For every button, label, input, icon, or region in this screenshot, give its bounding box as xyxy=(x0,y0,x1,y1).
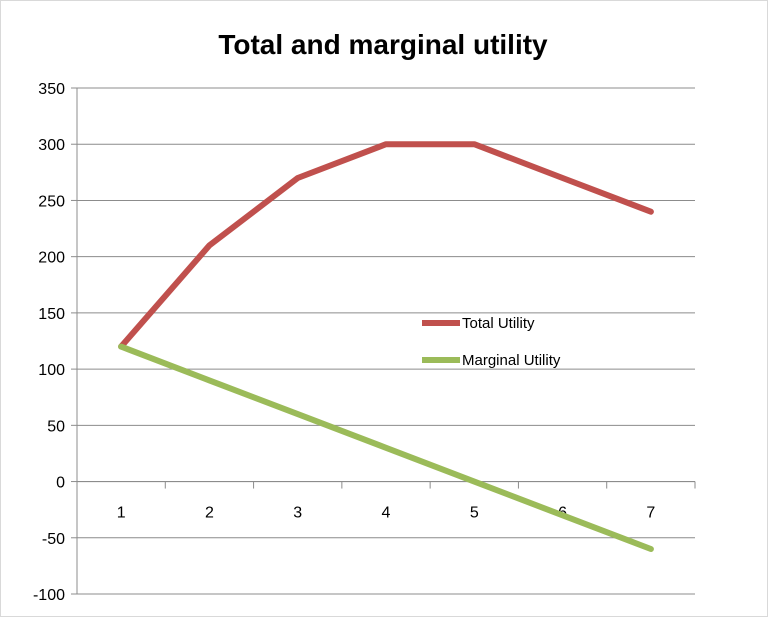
x-tick-label: 4 xyxy=(382,505,391,522)
y-tick-label: -100 xyxy=(33,587,65,604)
x-tick-label: 2 xyxy=(205,505,214,522)
x-tick-label: 7 xyxy=(646,505,655,522)
y-tick-label: 350 xyxy=(38,81,65,98)
legend: Total Utility Marginal Utility xyxy=(422,315,561,369)
y-tick-label: 50 xyxy=(47,418,65,435)
legend-item: Total Utility xyxy=(422,315,535,332)
series-line xyxy=(118,141,654,350)
legend-label: Total Utility xyxy=(462,315,535,332)
y-tick-label: 300 xyxy=(38,137,65,154)
chart-title: Total and marginal utility xyxy=(218,29,548,60)
axes xyxy=(76,88,696,594)
legend-item: Marginal Utility xyxy=(422,352,561,369)
x-tick-label: 3 xyxy=(293,505,302,522)
series-marginal-utility xyxy=(118,343,654,552)
y-tick-label: 100 xyxy=(38,362,65,379)
y-tick-label: 200 xyxy=(38,250,65,267)
y-tick-label: 150 xyxy=(38,306,65,323)
y-tick-label: -50 xyxy=(42,531,65,548)
series-line xyxy=(118,343,654,552)
x-tick-label: 5 xyxy=(470,505,479,522)
y-axis-tick-labels: 350 300 250 200 150 100 50 0 -50 -100 xyxy=(33,81,65,604)
y-tick-label: 250 xyxy=(38,193,65,210)
series-total-utility xyxy=(118,141,654,350)
data-series xyxy=(118,141,654,552)
y-tick-label: 0 xyxy=(56,475,65,492)
x-tick-label: 1 xyxy=(117,505,126,522)
legend-label: Marginal Utility xyxy=(462,352,561,369)
